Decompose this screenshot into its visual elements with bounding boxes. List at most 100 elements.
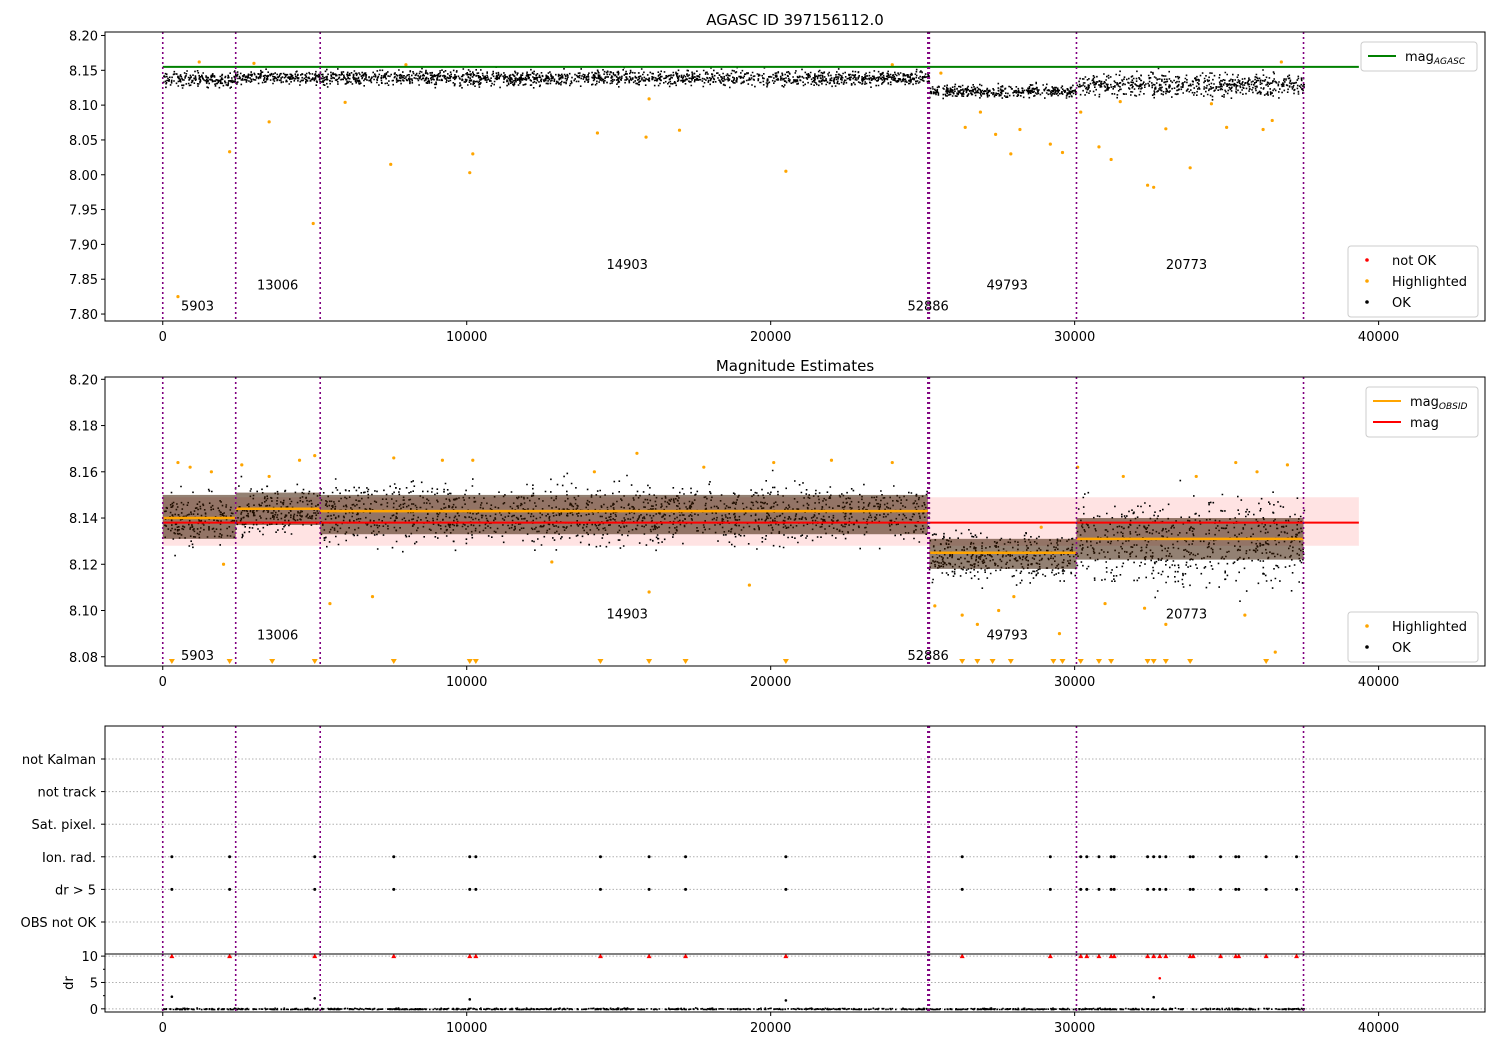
flag-event-point bbox=[647, 855, 651, 859]
flag-event-point bbox=[1158, 855, 1162, 859]
flag-event-point bbox=[1191, 855, 1195, 859]
highlighted-point bbox=[1079, 110, 1083, 114]
flag-event-point bbox=[960, 855, 964, 859]
clipped-point-marker bbox=[1263, 659, 1270, 664]
highlighted-point bbox=[1152, 185, 1156, 189]
x-tick-label: 20000 bbox=[750, 1021, 791, 1036]
x-tick-label: 30000 bbox=[1054, 675, 1095, 690]
highlighted-point bbox=[1243, 613, 1247, 617]
highlighted-point bbox=[404, 63, 408, 67]
flag-event-point bbox=[1191, 887, 1195, 891]
y-tick-label: 7.85 bbox=[69, 273, 98, 288]
y-tick-label: 8.00 bbox=[69, 169, 98, 184]
dr-clipped-marker bbox=[597, 953, 603, 959]
ok-points-segment bbox=[162, 70, 238, 89]
clipped-point-marker bbox=[1050, 659, 1057, 664]
y-tick-label: 7.95 bbox=[69, 204, 98, 219]
flag-row-label: OBS not OK bbox=[21, 916, 97, 931]
axes-frame bbox=[104, 31, 1486, 322]
legend-marker-swatch bbox=[1365, 279, 1369, 283]
highlighted-point bbox=[890, 460, 894, 465]
obsid-label: 14903 bbox=[607, 608, 648, 623]
highlighted-point bbox=[960, 613, 964, 617]
x-tick-label: 30000 bbox=[1054, 330, 1095, 345]
highlighted-point bbox=[933, 604, 937, 608]
flag-event-point bbox=[1295, 855, 1299, 859]
flag-event-point bbox=[1158, 887, 1162, 891]
flag-event-point bbox=[1146, 887, 1150, 891]
dr-clipped-marker bbox=[473, 953, 479, 959]
obsid-label: 20773 bbox=[1166, 258, 1207, 273]
flag-row-label: Sat. pixel. bbox=[32, 818, 96, 833]
highlighted-point bbox=[313, 454, 317, 458]
flag-event-point bbox=[1146, 855, 1150, 859]
x-tick-label: 20000 bbox=[750, 330, 791, 345]
obsid-label: 14903 bbox=[607, 258, 648, 273]
clipped-point-marker bbox=[1077, 659, 1084, 664]
highlighted-point bbox=[595, 131, 600, 135]
flag-event-point bbox=[784, 887, 788, 891]
highlighted-point bbox=[994, 132, 998, 136]
x-tick-label: 0 bbox=[159, 675, 167, 690]
highlighted-point bbox=[311, 221, 315, 226]
highlighted-point bbox=[1261, 127, 1265, 132]
dr-clipped-marker bbox=[1294, 953, 1300, 959]
dr-clipped-marker bbox=[1163, 953, 1169, 959]
clipped-point-marker bbox=[646, 659, 653, 664]
highlighted-point bbox=[176, 460, 180, 465]
dr-clipped-marker bbox=[783, 953, 789, 959]
clipped-point-marker bbox=[466, 659, 473, 664]
clipped-point-marker bbox=[597, 659, 604, 664]
obsid-label: 49793 bbox=[986, 279, 1027, 294]
highlighted-point bbox=[1273, 650, 1277, 654]
y-tick-label: 8.20 bbox=[69, 29, 98, 44]
highlighted-point bbox=[1209, 102, 1214, 106]
highlighted-point bbox=[784, 169, 788, 173]
x-tick-label: 40000 bbox=[1358, 1021, 1399, 1036]
flag-event-point bbox=[468, 887, 472, 891]
flag-event-point bbox=[228, 855, 232, 859]
flag-row-label: dr > 5 bbox=[55, 883, 96, 898]
dr-clipped-marker bbox=[1096, 953, 1102, 959]
flag-event-point bbox=[1188, 887, 1192, 891]
ok-points-segment bbox=[320, 66, 930, 89]
dr-clipped-marker bbox=[1190, 953, 1196, 959]
flag-row-label: not Kalman bbox=[22, 753, 96, 768]
dr-outlier-point bbox=[170, 995, 174, 999]
highlighted-point bbox=[297, 458, 302, 462]
dr-outlier-point bbox=[784, 999, 788, 1002]
flag-event-point bbox=[468, 855, 472, 859]
clipped-point-marker bbox=[1144, 659, 1151, 664]
flag-event-point bbox=[1234, 887, 1238, 891]
legend-label: Highlighted bbox=[1392, 275, 1467, 290]
highlighted-point bbox=[1121, 474, 1125, 479]
axes-frame bbox=[104, 953, 1486, 1013]
clipped-point-marker bbox=[682, 659, 689, 664]
highlighted-point bbox=[468, 171, 472, 175]
flag-event-point bbox=[228, 887, 232, 891]
dr-clipped-marker bbox=[1236, 953, 1242, 959]
flag-event-point bbox=[1264, 887, 1268, 891]
highlighted-point bbox=[1279, 60, 1283, 64]
obsid-label: 5903 bbox=[181, 649, 214, 664]
x-tick-label: 30000 bbox=[1054, 1021, 1095, 1036]
clipped-point-marker bbox=[1059, 659, 1066, 664]
flag-event-point bbox=[1048, 855, 1052, 859]
dr-clipped-marker bbox=[227, 953, 233, 959]
highlighted-point bbox=[1142, 606, 1147, 610]
highlighted-point bbox=[1048, 142, 1052, 146]
highlighted-point bbox=[370, 595, 375, 599]
highlighted-point bbox=[328, 601, 332, 606]
flag-event-point bbox=[1152, 887, 1156, 891]
flag-event-point bbox=[1219, 887, 1223, 891]
flag-event-point bbox=[1237, 855, 1241, 859]
flag-event-point bbox=[647, 887, 651, 891]
highlighted-point bbox=[392, 456, 396, 460]
highlighted-point bbox=[677, 128, 682, 132]
flag-event-point bbox=[1264, 855, 1268, 859]
clipped-point-marker bbox=[974, 659, 981, 664]
x-tick-label: 40000 bbox=[1358, 675, 1399, 690]
highlighted-point bbox=[829, 458, 834, 462]
legend-label: not OK bbox=[1392, 254, 1437, 269]
